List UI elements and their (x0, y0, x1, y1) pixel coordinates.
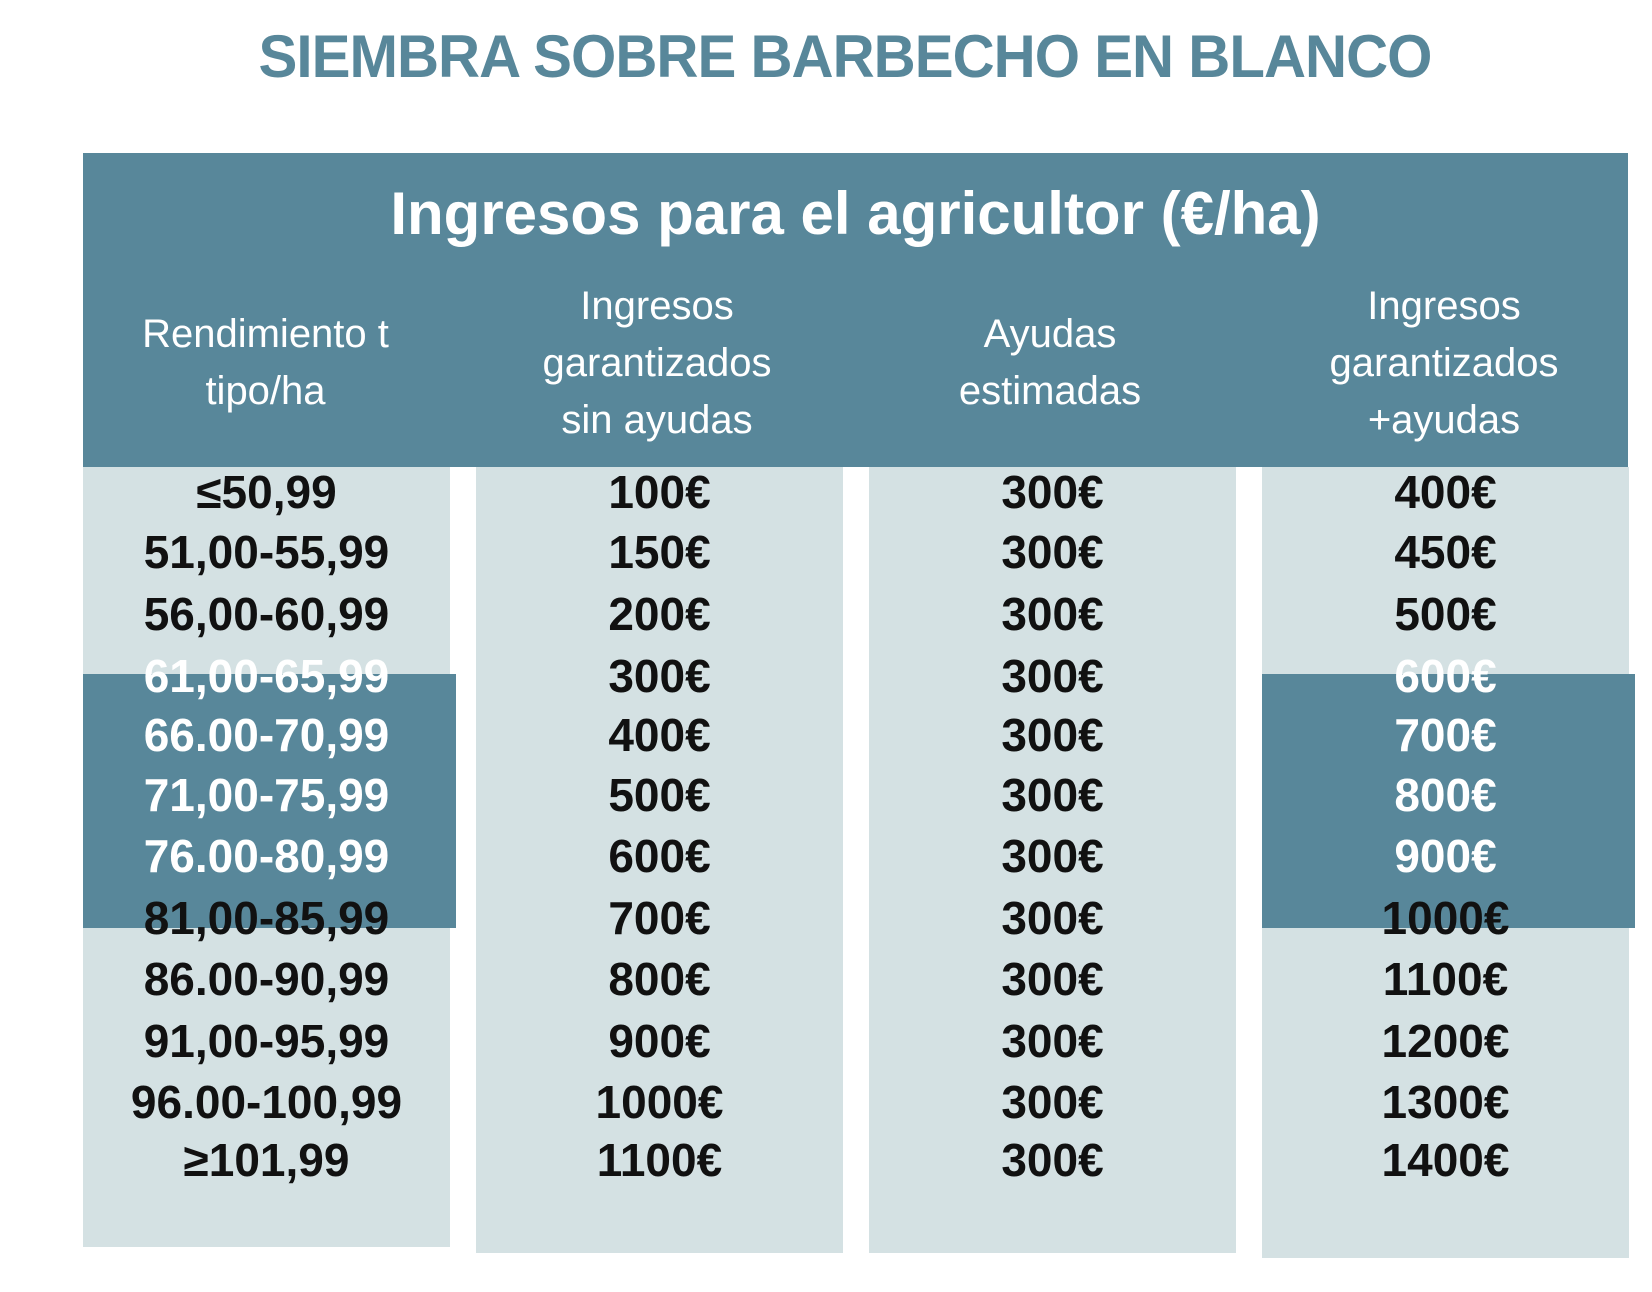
column-header-income-without-aid: Ingresos garantizados sin ayudas (542, 283, 772, 442)
cell-estimated-aid: 300€ (1001, 1134, 1104, 1186)
highlight-block-yield (83, 674, 456, 928)
table-heading: Ingresos para el agricultor (€/ha) (390, 180, 1321, 247)
cell-estimated-aid: 300€ (1001, 1076, 1104, 1128)
cell-income-without-aid: 1000€ (595, 1076, 724, 1128)
cell-income-without-aid: 500€ (608, 769, 711, 821)
cell-income-with-aid: 900€ (1394, 830, 1497, 882)
cell-estimated-aid: 300€ (1001, 650, 1104, 702)
column-header-yield: Rendimiento t tipo/ha (142, 312, 389, 413)
page-title: SIEMBRA SOBRE BARBECHO EN BLANCO (258, 23, 1433, 90)
column-header-estimated-aid: Ayudas estimadas (958, 312, 1142, 413)
cell-yield: 56,00-60,99 (143, 588, 390, 640)
column-estimated-aid (869, 467, 1236, 1253)
cell-yield: 76.00-80,99 (143, 830, 390, 882)
cell-estimated-aid: 300€ (1001, 709, 1104, 761)
cell-income-without-aid: 200€ (608, 588, 711, 640)
cell-estimated-aid: 300€ (1001, 953, 1104, 1005)
cell-income-with-aid: 1000€ (1381, 892, 1510, 944)
cell-income-with-aid: 450€ (1394, 526, 1497, 578)
column-header-income-with-aid: Ingresos garantizados +ayudas (1329, 283, 1559, 442)
cell-yield: 81,00-85,99 (143, 892, 390, 944)
cell-income-with-aid: 700€ (1394, 709, 1497, 761)
cell-income-without-aid: 400€ (608, 709, 711, 761)
cell-yield: ≤50,99 (196, 466, 337, 518)
cell-yield: 86.00-90,99 (143, 953, 390, 1005)
cell-estimated-aid: 300€ (1001, 830, 1104, 882)
cell-estimated-aid: 300€ (1001, 526, 1104, 578)
cell-estimated-aid: 300€ (1001, 466, 1104, 518)
cell-income-without-aid: 900€ (608, 1015, 711, 1067)
cell-income-without-aid: 800€ (608, 953, 711, 1005)
cell-estimated-aid: 300€ (1001, 892, 1104, 944)
cell-income-with-aid: 800€ (1394, 769, 1497, 821)
highlight-block-income-with-aid (1262, 674, 1635, 928)
cell-income-with-aid: 1300€ (1381, 1076, 1510, 1128)
cell-estimated-aid: 300€ (1001, 769, 1104, 821)
cell-yield: ≥101,99 (183, 1134, 350, 1186)
cell-yield: 66.00-70,99 (143, 709, 390, 761)
cell-yield: 96.00-100,99 (130, 1076, 403, 1128)
cell-income-with-aid: 600€ (1394, 650, 1497, 702)
cell-yield: 61,00-65,99 (143, 650, 390, 702)
cell-income-without-aid: 100€ (608, 466, 711, 518)
cell-income-without-aid: 150€ (608, 526, 711, 578)
cell-income-with-aid: 1400€ (1381, 1134, 1510, 1186)
cell-income-with-aid: 1100€ (1382, 953, 1509, 1005)
cell-income-without-aid: 300€ (608, 650, 711, 702)
table-header: Ingresos para el agricultor (€/ha) Rendi… (83, 153, 1628, 467)
cell-income-with-aid: 500€ (1394, 588, 1497, 640)
cell-income-with-aid: 400€ (1394, 466, 1497, 518)
cell-yield: 91,00-95,99 (143, 1015, 390, 1067)
column-income-without-aid (476, 467, 843, 1253)
cell-income-without-aid: 1100€ (596, 1134, 723, 1186)
cell-income-without-aid: 700€ (608, 892, 711, 944)
cell-yield: 71,00-75,99 (143, 769, 390, 821)
cell-estimated-aid: 300€ (1001, 1015, 1104, 1067)
cell-income-without-aid: 600€ (608, 830, 711, 882)
cell-income-with-aid: 1200€ (1381, 1015, 1510, 1067)
cell-yield: 51,00-55,99 (143, 526, 390, 578)
cell-estimated-aid: 300€ (1001, 588, 1104, 640)
